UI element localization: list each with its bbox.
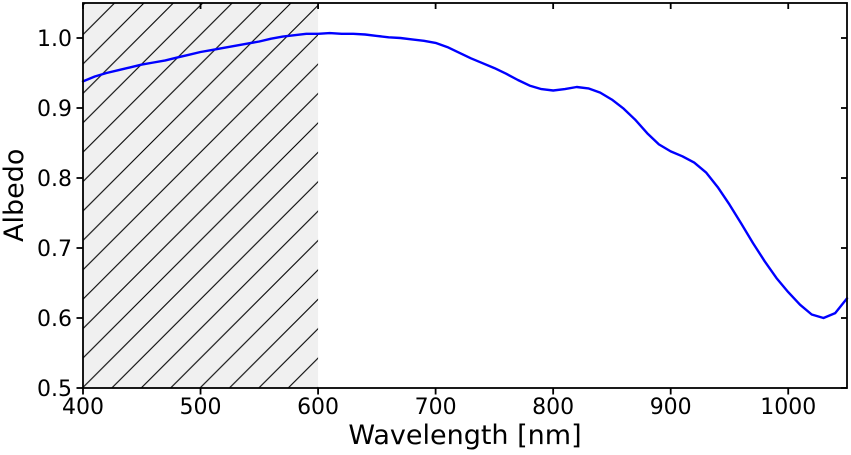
albedo-spectrum-curve (81, 31, 849, 320)
x-tick-label: 1000 (760, 395, 816, 420)
y-axis-label: Albedo (0, 148, 30, 242)
x-tick-label: 500 (180, 395, 222, 420)
y-tick-label: 0.9 (37, 97, 72, 122)
hatched-wavelength-region (83, 3, 319, 388)
x-axis-label: Wavelength [nm] (348, 420, 582, 451)
y-tick-label: 0.7 (37, 237, 72, 262)
y-tick-label: 0.6 (37, 307, 72, 332)
x-tick-label: 700 (415, 395, 457, 420)
x-tick-label: 900 (650, 395, 692, 420)
x-tick-label: 800 (532, 395, 574, 420)
axis-ticks (76, 3, 847, 395)
x-tick-label: 400 (62, 395, 104, 420)
y-tick-label: 1.0 (37, 27, 72, 52)
y-tick-label: 0.5 (37, 377, 72, 402)
x-tick-label: 600 (297, 395, 339, 420)
y-tick-label: 0.8 (37, 167, 72, 192)
plot-border (82, 2, 848, 389)
